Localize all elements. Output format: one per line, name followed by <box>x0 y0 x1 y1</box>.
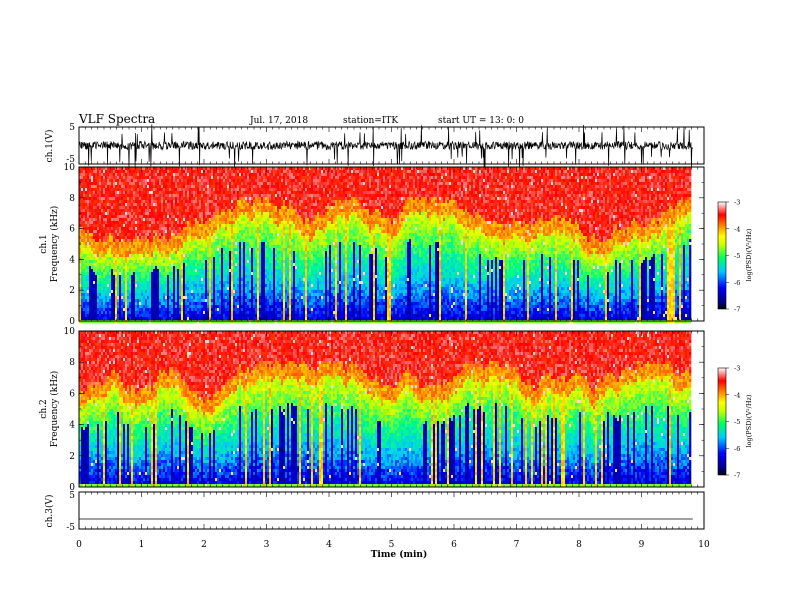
ch1-spec-ylabel-line2: Frequency (kHz) <box>49 206 60 283</box>
colorbar-tick-label: -4 <box>734 391 740 399</box>
figure-title: VLF Spectra <box>78 112 155 126</box>
colorbar-tick-label: -7 <box>734 472 740 480</box>
y-tick-label: 4 <box>69 421 75 431</box>
colorbar-ch1-label: log(PSD)(V²/Hz) <box>745 228 753 281</box>
ch3-ytick-top: 5 <box>69 491 75 501</box>
colorbar-ch2-label: log(PSD)(V²/Hz) <box>745 394 753 447</box>
y-tick-label: 4 <box>69 255 75 265</box>
ch3-ytick-bottom: -5 <box>66 523 75 533</box>
y-tick-label: 6 <box>69 225 75 235</box>
ch3-waveform-frame <box>79 492 704 529</box>
date-label: Jul. 17, 2018 <box>249 116 308 126</box>
x-tick-label: 8 <box>576 540 582 550</box>
colorbar-ch1-scale <box>718 202 726 309</box>
station-label: station=ITK <box>343 116 398 126</box>
colorbar-tick-label: -4 <box>734 225 740 233</box>
y-tick-label: 10 <box>64 327 76 337</box>
ch1-spec-ylabel-line1: ch.1 <box>39 234 49 253</box>
x-tick-label: 2 <box>201 540 207 550</box>
x-axis-tick-labels: 0 1 2 3 4 5 6 7 8 9 10 <box>76 540 710 550</box>
colorbar-tick-label: -7 <box>734 306 740 314</box>
y-tick-label: 6 <box>69 389 75 399</box>
x-axis-label: Time (min) <box>371 549 428 560</box>
panel-ch3-waveform: 5 -5 ch.3(V) <box>44 491 704 533</box>
ch1-spectrogram-image <box>79 167 704 323</box>
start-ut-label: start UT = 13: 0: 0 <box>438 116 524 126</box>
y-tick-label: 2 <box>69 286 75 296</box>
ch2-spectrogram-image <box>79 331 704 487</box>
ch1-ylabel: ch.1(V) <box>44 130 55 163</box>
x-tick-label: 4 <box>326 540 332 550</box>
y-tick-label: 10 <box>64 163 76 173</box>
ch2-spec-ylabel-line2: Frequency (kHz) <box>49 371 60 448</box>
colorbar-tick-label: -3 <box>734 199 740 207</box>
colorbar-tick-label: -6 <box>734 279 740 287</box>
colorbar-tick-label: -6 <box>734 445 740 453</box>
panel-ch1-spectrogram: 0 2 4 6 8 10 ch.1 Frequency (kHz) <box>39 163 704 327</box>
colorbar-ch2-scale <box>718 368 726 475</box>
colorbar-tick-label: -5 <box>734 252 740 260</box>
x-tick-label: 7 <box>514 540 520 550</box>
y-tick-label: 8 <box>69 194 75 204</box>
panel-ch1-waveform: 5 -5 ch.1(V) <box>44 123 704 168</box>
colorbar-ch2: -3 -4 -5 -6 -7 log(PSD)(V²/Hz) <box>718 365 753 480</box>
y-tick-label: 2 <box>69 452 75 462</box>
ch2-spec-ylabel-line1: ch.2 <box>39 399 49 418</box>
y-tick-label: 8 <box>69 358 75 368</box>
colorbar-tick-label: -3 <box>734 365 740 373</box>
colorbar-ch1: -3 -4 -5 -6 -7 log(PSD)(V²/Hz) <box>718 199 753 314</box>
ch3-ylabel: ch.3(V) <box>44 495 55 528</box>
x-tick-label: 10 <box>698 540 710 550</box>
x-tick-label: 6 <box>451 540 457 550</box>
colorbar-tick-label: -5 <box>734 418 740 426</box>
x-tick-label: 0 <box>76 540 82 550</box>
x-tick-label: 3 <box>264 540 270 550</box>
ch1-ytick-top: 5 <box>69 123 75 133</box>
x-tick-label: 5 <box>389 540 395 550</box>
x-tick-label: 9 <box>639 540 645 550</box>
x-tick-label: 1 <box>139 540 145 550</box>
y-tick-label: 0 <box>69 317 75 327</box>
